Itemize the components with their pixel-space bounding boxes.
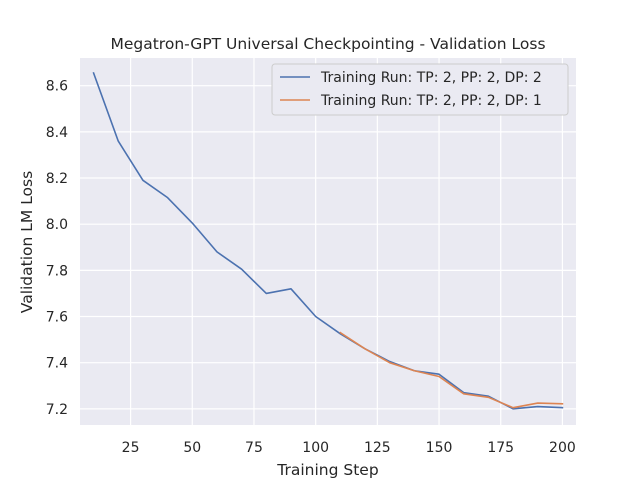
x-tick-labels: 25 50 75 100 125 150 175 200 bbox=[122, 440, 576, 456]
x-tick-label: 75 bbox=[245, 440, 263, 456]
y-tick-label: 7.4 bbox=[46, 356, 68, 372]
series-lines bbox=[92, 71, 564, 410]
legend-label-dp1: Training Run: TP: 2, PP: 2, DP: 1 bbox=[320, 93, 542, 109]
y-tick-labels: 7.2 7.4 7.6 7.8 8.0 8.2 8.4 8.6 bbox=[46, 79, 68, 418]
x-tick-label: 150 bbox=[426, 440, 453, 456]
x-tick-label: 125 bbox=[364, 440, 391, 456]
y-tick-label: 7.8 bbox=[46, 263, 68, 279]
x-axis-label: Training Step bbox=[276, 461, 378, 479]
legend-box bbox=[271, 63, 569, 116]
series-line-1 bbox=[339, 331, 564, 409]
x-gridlines bbox=[129, 58, 564, 425]
x-tick-label: 175 bbox=[487, 440, 514, 456]
x-tick-label: 25 bbox=[122, 440, 140, 456]
y-tick-label: 8.2 bbox=[46, 171, 68, 187]
y-tick-label: 8.0 bbox=[46, 217, 68, 233]
legend-label-dp2: Training Run: TP: 2, PP: 2, DP: 2 bbox=[320, 70, 542, 86]
x-tick-label: 200 bbox=[549, 440, 576, 456]
y-axis-label: Validation LM Loss bbox=[18, 171, 36, 313]
x-tick-label: 50 bbox=[183, 440, 201, 456]
y-tick-label: 7.6 bbox=[46, 310, 68, 326]
y-gridlines bbox=[80, 85, 576, 410]
legend: Training Run: TP: 2, PP: 2, DP: 2 Traini… bbox=[271, 63, 569, 116]
x-tick-label: 100 bbox=[302, 440, 329, 456]
y-tick-label: 7.2 bbox=[46, 402, 68, 418]
plot-background bbox=[80, 58, 576, 425]
chart-title: Megatron-GPT Universal Checkpointing - V… bbox=[110, 35, 545, 53]
y-tick-label: 8.4 bbox=[46, 125, 68, 141]
y-tick-label: 8.6 bbox=[46, 79, 68, 95]
series-line-0 bbox=[92, 71, 564, 410]
